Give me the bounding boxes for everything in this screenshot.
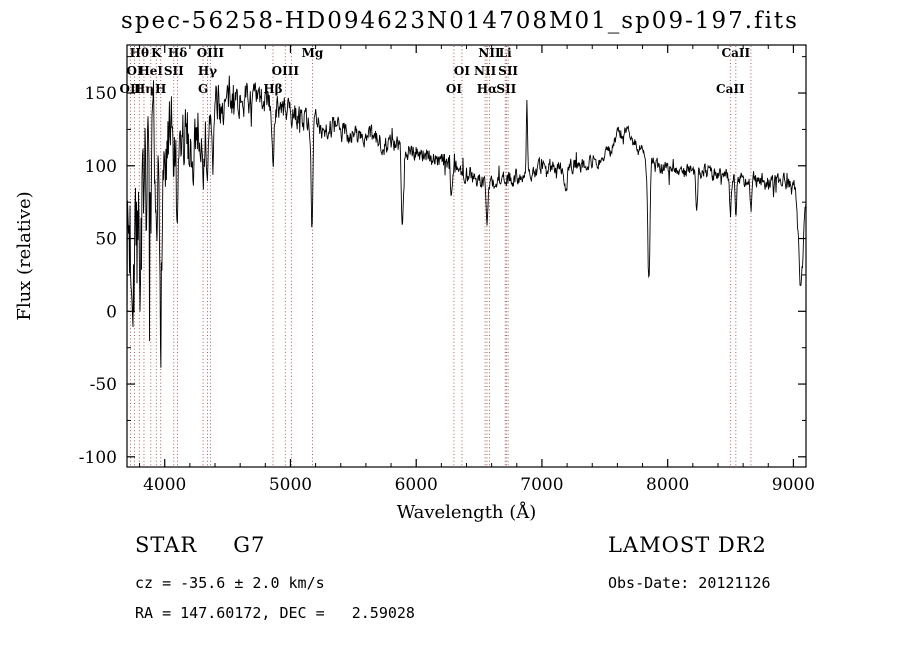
spectral-line-label: Hδ — [168, 46, 187, 60]
x-tick-label: 5000 — [269, 475, 312, 495]
spectral-line-label: Hγ — [198, 64, 217, 78]
y-tick-label: 150 — [85, 84, 117, 104]
spectral-line-label: OII — [120, 82, 142, 96]
spectral-line-label: NII — [478, 46, 501, 60]
y-tick-label: -50 — [90, 375, 117, 395]
x-tick-label: 9000 — [772, 475, 815, 495]
spectral-line-label: OIII — [272, 64, 300, 78]
x-tick-label: 6000 — [395, 475, 438, 495]
object-subclass: G7 — [233, 533, 266, 557]
y-tick-label: 0 — [106, 302, 117, 322]
x-axis-label: Wavelength (Å) — [397, 501, 537, 523]
spectral-line-label: OI — [446, 82, 462, 96]
chart-title: spec-56258-HD094623N014708M01_sp09-197.f… — [121, 8, 799, 34]
x-tick-label: 4000 — [143, 475, 186, 495]
object-class: STAR — [135, 533, 198, 557]
object-class-line: STAR G7 — [135, 533, 265, 557]
spectral-line-label: K — [151, 46, 162, 60]
spectral-line-label: OIII — [197, 46, 225, 60]
spectral-line-label: CaII — [716, 82, 745, 96]
obs-date-line: Obs-Date: 20121126 — [608, 574, 771, 592]
spectral-line-label: H — [155, 82, 166, 96]
spectral-line-label: OI — [454, 64, 470, 78]
y-tick-label: 100 — [85, 157, 117, 177]
x-tick-label: 7000 — [520, 475, 563, 495]
spectral-line-label: Hα — [477, 82, 498, 96]
spectral-line-label: Li — [499, 46, 512, 60]
ra-dec-line: RA = 147.60172, DEC = 2.59028 — [135, 604, 415, 622]
survey-label: LAMOST DR2 — [608, 533, 767, 557]
spectral-line-label: Mg — [302, 46, 324, 60]
spectral-line-label: NII — [474, 64, 497, 78]
spectral-line-label: OI — [127, 64, 143, 78]
spectral-line-label: G — [198, 82, 208, 96]
spectral-line-label: CaII — [722, 46, 751, 60]
y-tick-label: -100 — [79, 448, 117, 468]
spectral-line-label: SII — [164, 64, 184, 78]
spectral-line-label: HeI — [138, 64, 163, 78]
y-tick-label: 50 — [95, 230, 117, 250]
x-tick-label: 8000 — [646, 475, 689, 495]
y-axis-label: Flux (relative) — [14, 191, 35, 320]
cz-value-line: cz = -35.6 ± 2.0 km/s — [135, 574, 325, 592]
spectral-line-label: SII — [496, 82, 516, 96]
axes-box — [126, 44, 807, 468]
spectrum-trace — [127, 75, 806, 368]
spectral-line-label: Hη — [134, 82, 154, 96]
spectral-line-label: SII — [498, 64, 518, 78]
